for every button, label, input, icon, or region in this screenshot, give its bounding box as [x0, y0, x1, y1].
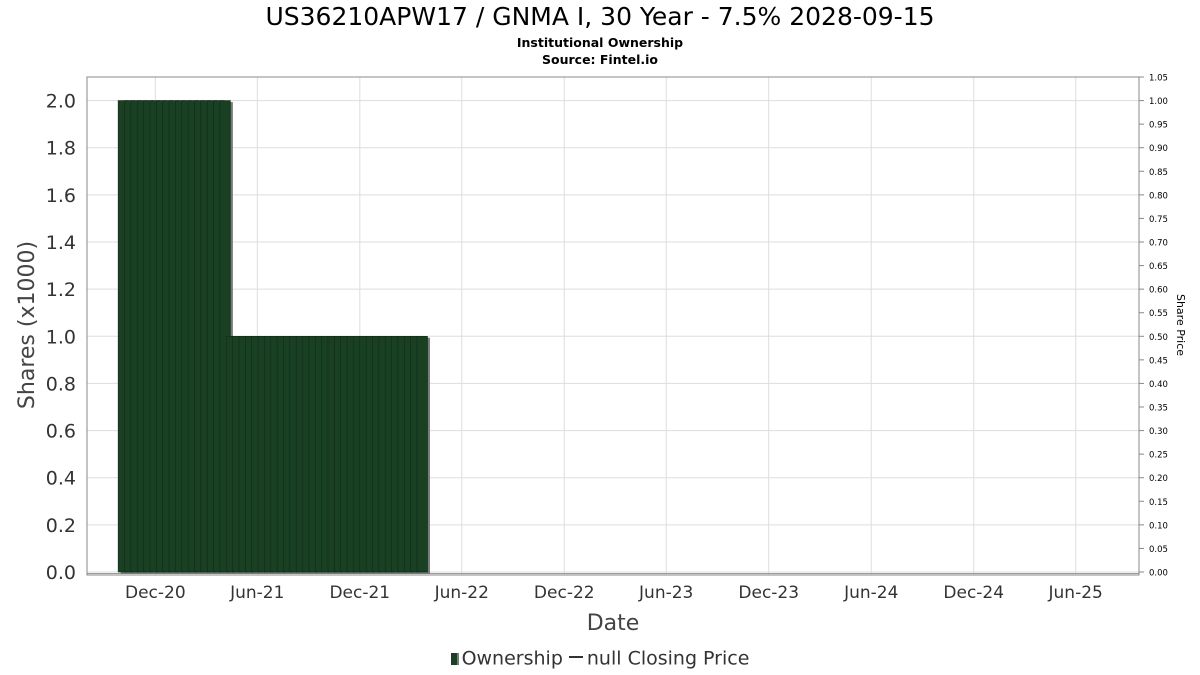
x-tick-label: Dec-23 — [738, 583, 799, 603]
y2-tick-label: 0.45 — [1149, 356, 1168, 366]
y2-tick-label: 0.20 — [1149, 474, 1168, 484]
x-tick-label: Jun-22 — [434, 583, 489, 603]
x-tick-label: Jun-24 — [843, 583, 898, 603]
ownership-legend-swatch — [450, 652, 459, 665]
legend-closing-price-label: null Closing Price — [586, 647, 750, 670]
y-tick-label: 0.4 — [46, 468, 76, 490]
y2-tick-label: 0.90 — [1149, 144, 1168, 154]
chart-subtitle: Institutional Ownership — [516, 35, 684, 50]
x-tick-label: Dec-21 — [329, 583, 390, 603]
ownership-bar — [416, 335, 428, 573]
y2-tick-label: 0.75 — [1149, 215, 1168, 225]
y-tick-label: 1.6 — [46, 185, 76, 207]
y2-tick-label: 0.25 — [1149, 451, 1168, 461]
y-axis-label: Shares (x1000) — [15, 241, 40, 409]
x-tick-label: Jun-25 — [1048, 583, 1103, 603]
y-tick-label: 2.0 — [46, 91, 76, 113]
y2-tick-label: 0.05 — [1149, 545, 1168, 555]
plot-frame — [86, 76, 1140, 576]
y-tick-label: 0.0 — [46, 562, 76, 584]
y2-tick-label: 0.40 — [1149, 380, 1168, 390]
y2-tick-label: 0.80 — [1149, 191, 1168, 201]
y2-tick-label: 0.15 — [1149, 498, 1168, 508]
bar-layer — [117, 100, 430, 575]
y2-tick-label: 0.60 — [1149, 286, 1168, 296]
y2-axis-label: Share Price — [1174, 294, 1187, 356]
y2-tick-label: 0.85 — [1149, 168, 1168, 178]
y2-tick-label: 0.95 — [1149, 121, 1168, 131]
x-tick-label: Dec-24 — [943, 583, 1004, 603]
y2-tick-label: 0.10 — [1149, 521, 1168, 531]
y-tick-label: 1.0 — [46, 326, 76, 348]
y2-tick-label: 0.00 — [1149, 569, 1168, 579]
y2-tick-label: 1.05 — [1149, 74, 1168, 84]
y-tick-label: 0.6 — [46, 421, 76, 443]
x-tick-label: Dec-22 — [534, 583, 595, 603]
chart-legend: Ownership null Closing Price — [0, 647, 1200, 670]
x-tick-label: Dec-20 — [125, 583, 186, 603]
x-axis-label: Date — [587, 611, 640, 636]
y-tick-label: 0.8 — [46, 373, 76, 395]
x-tick-label: Jun-23 — [638, 583, 693, 603]
y-tick-label: 1.2 — [46, 279, 76, 301]
chart-title: US36210APW17 / GNMA I, 30 Year - 7.5% 20… — [265, 2, 935, 31]
y2-tick-label: 0.70 — [1149, 239, 1168, 249]
axis-layer: 0.0 0.2 0.4 0.6 0.8 1.0 1.2 1.4 1.6 1.8 2.0 Dec-20 J… — [46, 74, 1168, 604]
y-tick-label: 1.8 — [46, 138, 76, 160]
legend-ownership-label: Ownership — [461, 647, 563, 670]
y2-tick-label: 0.35 — [1149, 404, 1168, 414]
y2-tick-label: 1.00 — [1149, 97, 1168, 107]
y2-tick-label: 0.30 — [1149, 427, 1168, 437]
y-tick-label: 1.4 — [46, 232, 76, 254]
chart-source: Source: Fintel.io — [542, 52, 658, 67]
closing-price-legend-line — [568, 655, 583, 658]
y-tick-label: 0.2 — [46, 515, 76, 537]
y2-tick-label: 0.65 — [1149, 262, 1168, 272]
y2-tick-label: 0.55 — [1149, 309, 1168, 319]
y2-tick-label: 0.50 — [1149, 333, 1168, 343]
x-tick-label: Jun-21 — [229, 583, 284, 603]
